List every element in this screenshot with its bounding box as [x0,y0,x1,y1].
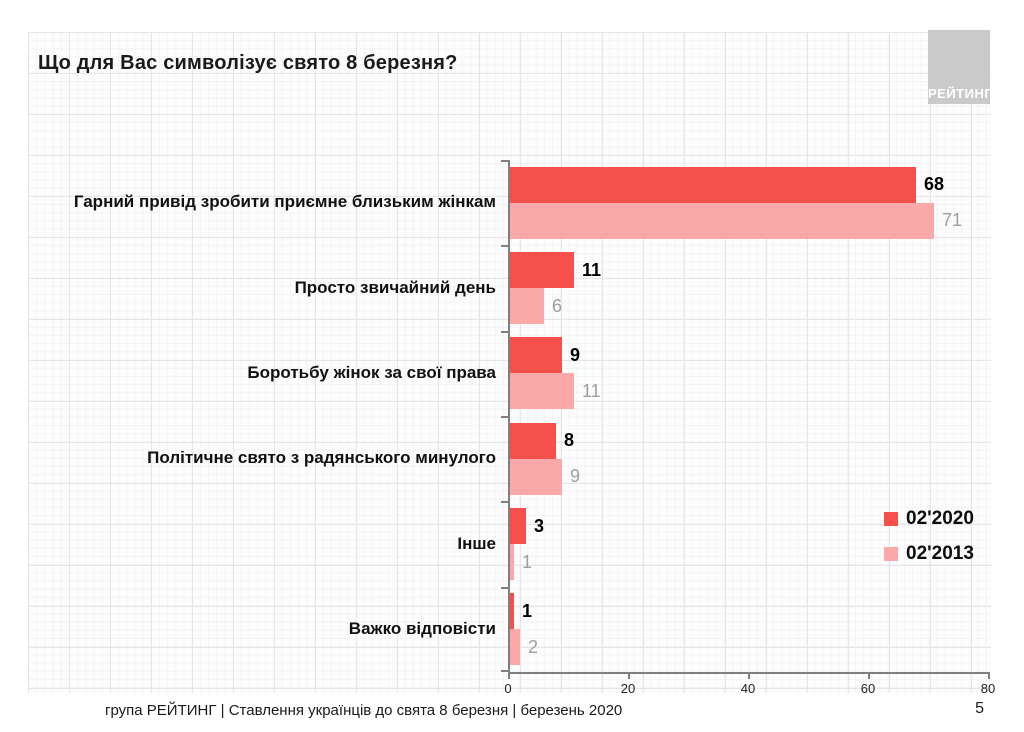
y-axis-line [508,160,510,672]
page-number: 5 [975,700,984,717]
bar-value-label: 11 [582,380,601,401]
x-axis-tick-label: 60 [860,681,876,696]
y-axis-tick [501,670,508,672]
y-axis-tick [501,160,508,162]
bar-022013 [508,373,574,410]
x-axis-line [508,672,990,674]
x-axis-tick [508,674,510,679]
legend-label: 02'2013 [906,543,974,564]
x-axis-tick-label: 20 [620,681,636,696]
y-axis-tick [501,586,508,589]
chart-legend: 02'2020 02'2013 [884,508,974,578]
rating-logo-text: РЕЙТИНГ [928,86,993,101]
bar-022013 [508,544,514,580]
bar-value-label: 11 [582,259,602,280]
x-axis-tick [868,674,870,679]
bar-022020 [508,508,526,544]
x-axis-tick-label: 40 [740,681,756,696]
x-axis-tick [628,674,630,679]
y-axis-tick [501,501,508,504]
x-axis-tick [748,674,750,679]
y-axis-tick [501,245,508,248]
x-axis-tick [988,674,990,679]
bar-022020 [508,166,916,203]
bar-value-label: 9 [570,344,581,365]
category-label: Боротьбу жінок за свої права [247,362,496,382]
bar-022013 [508,629,520,666]
x-axis-tick-label: 80 [980,681,996,696]
bar-022013 [508,458,562,495]
legend-item: 02'2013 [884,543,974,565]
bar-value-label: 1 [522,551,533,572]
bar-value-label: 1 [522,600,533,621]
bar-022020 [508,337,562,374]
x-axis-tick-label: 0 [504,681,512,696]
chart-title: Що для Вас символізує свято 8 березня? [38,52,458,74]
footer-source-line: група РЕЙТИНГ | Ставлення українців до с… [105,702,623,719]
bar-value-label: 2 [528,636,539,657]
bar-022020 [508,422,556,459]
legend-swatch-icon [884,512,898,526]
bar-022020 [508,593,514,630]
bar-value-label: 3 [534,515,545,536]
bar-value-label: 8 [564,430,575,451]
legend-swatch-icon [884,547,898,561]
category-label: Важко відповісти [348,618,496,638]
category-label: Політичне свято з радянського минулого [147,448,496,468]
bar-022013 [508,202,934,239]
y-axis-tick [501,330,508,333]
bar-value-label: 9 [570,466,581,487]
bar-value-label: 6 [552,295,563,316]
legend-item: 02'2020 [884,508,974,530]
legend-label: 02'2020 [906,508,974,529]
bar-value-label: 68 [924,174,945,195]
category-label: Просто звичайний день [294,277,496,297]
bar-022020 [508,252,574,288]
category-label: Гарний привід зробити приємне близьким ж… [73,192,496,212]
y-axis-tick [501,416,508,418]
category-label: Інше [457,533,496,553]
bar-value-label: 71 [942,210,963,231]
bar-022013 [508,288,544,324]
rating-group-logo: РЕЙТИНГ [928,30,993,104]
